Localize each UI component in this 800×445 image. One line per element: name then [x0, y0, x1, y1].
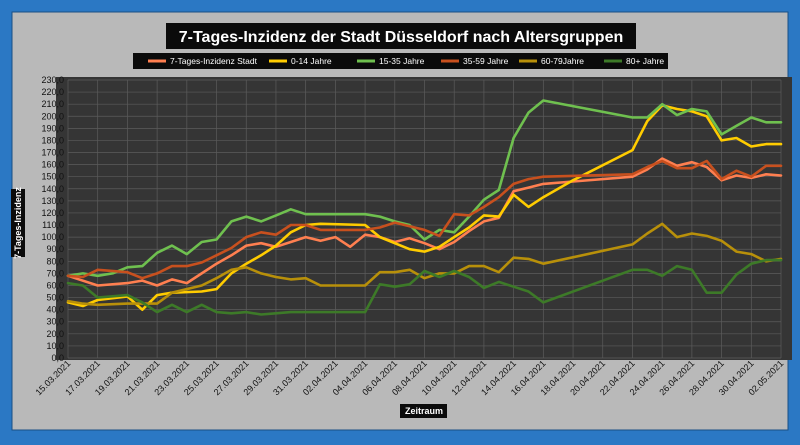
y-tick-label: 120,0 [41, 208, 64, 218]
y-tick-label: 210,0 [41, 99, 64, 109]
y-tick-label: 230,0 [41, 75, 64, 85]
y-tick-label: 140,0 [41, 184, 64, 194]
y-tick-label: 190,0 [41, 123, 64, 133]
y-tick-label: 90,0 [46, 244, 64, 254]
series-line [66, 159, 783, 280]
series-line [66, 104, 783, 312]
chart-title: 7-Tages-Inzidenz der Stadt Düsseldorf na… [179, 29, 624, 46]
series-line [66, 222, 783, 307]
y-tick-label: 130,0 [41, 196, 64, 206]
y-axis-label: 7-Tages-Inzidenz [13, 187, 23, 259]
legend-label: 60-79Jahre [541, 56, 584, 66]
y-tick-label: 60,0 [46, 280, 64, 290]
y-tick-label: 30,0 [46, 317, 64, 327]
y-tick-label: 180,0 [41, 135, 64, 145]
y-tick-label: 0,0 [51, 353, 64, 363]
y-tick-label: 160,0 [41, 160, 64, 170]
series-lines [66, 99, 783, 316]
legend-label: 15-35 Jahre [379, 56, 425, 66]
legend-label: 7-Tages-Inzidenz Stadt [170, 56, 258, 66]
y-tick-label: 40,0 [46, 305, 64, 315]
legend-label: 0-14 Jahre [291, 56, 332, 66]
y-tick-label: 80,0 [46, 256, 64, 266]
y-tick-label: 220,0 [41, 87, 64, 97]
y-tick-label: 170,0 [41, 148, 64, 158]
series-line [66, 157, 783, 287]
series-line [66, 258, 783, 316]
y-tick-label: 20,0 [46, 329, 64, 339]
gridlines [67, 79, 782, 359]
y-tick-label: 200,0 [41, 111, 64, 121]
y-tick-labels: 0,0 10,0 20,0 30,0 40,0 50,0 60,0 70,0 80,0 90,0 1… [41, 75, 64, 363]
x-axis-label-box [400, 404, 447, 418]
legend-items: 7-Tages-Inzidenz Stadt 0-14 Jahre 15-35 Ja… [148, 56, 664, 66]
x-axis-label: Zeitraum [405, 406, 443, 416]
title-box [166, 23, 636, 49]
y-tick-label: 70,0 [46, 268, 64, 278]
y-tick-label: 150,0 [41, 172, 64, 182]
legend [133, 53, 668, 69]
y-tick-label: 100,0 [41, 232, 64, 242]
y-axis-label-box [11, 189, 25, 257]
y-tick-label: 50,0 [46, 293, 64, 303]
legend-label: 80+ Jahre [626, 56, 664, 66]
y-tick-label: 10,0 [46, 341, 64, 351]
y-tick-label: 110,0 [42, 220, 64, 230]
plot-area [56, 77, 792, 360]
legend-label: 35-59 Jahre [463, 56, 509, 66]
